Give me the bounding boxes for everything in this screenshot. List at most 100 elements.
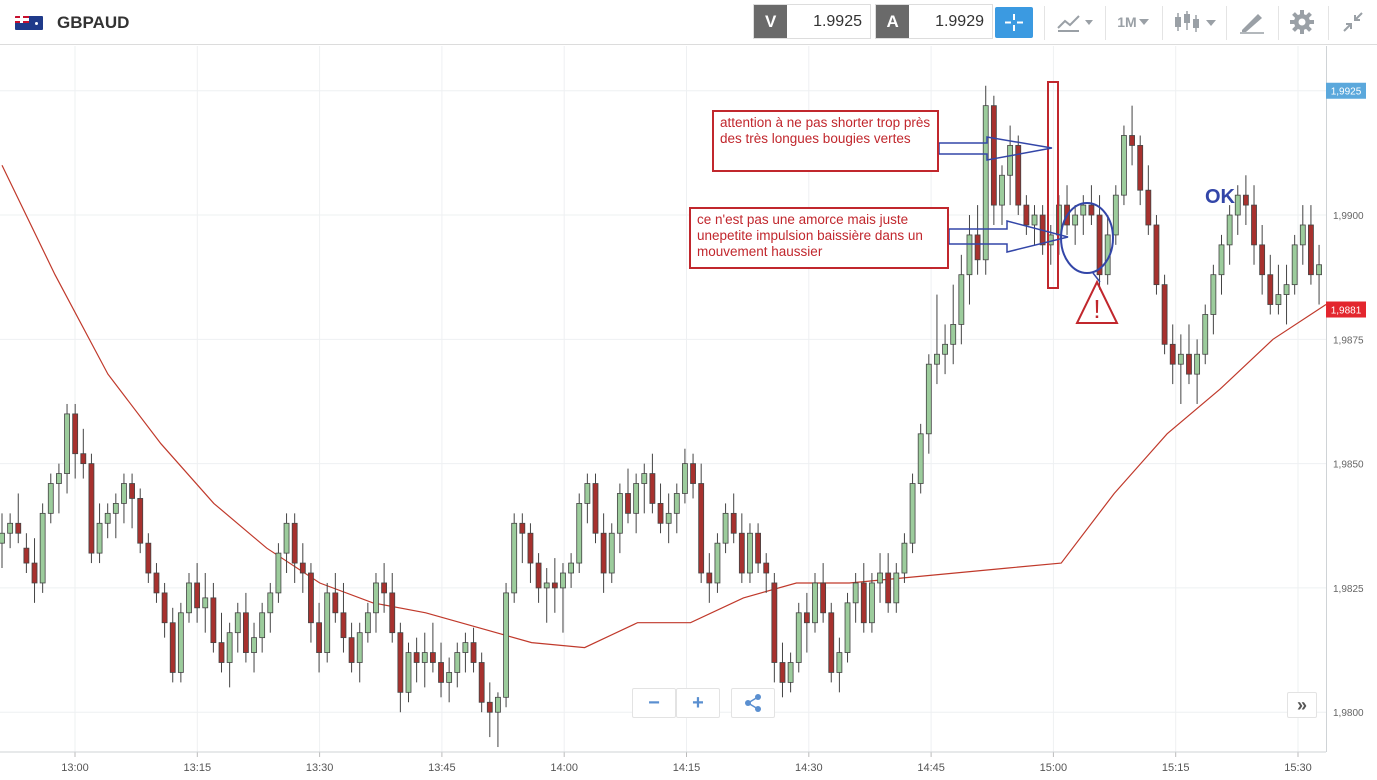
candle-up bbox=[1226, 214, 1233, 246]
chevron-down-icon bbox=[1138, 19, 1149, 25]
candle-down bbox=[348, 637, 355, 663]
candle-up bbox=[795, 612, 802, 663]
moving-average-layer bbox=[1, 165, 1327, 649]
gear-icon bbox=[1290, 10, 1314, 34]
candle-up bbox=[982, 105, 989, 261]
candle-up bbox=[869, 582, 875, 624]
candle-up bbox=[543, 582, 550, 589]
candle-down bbox=[1169, 343, 1176, 365]
candle-down bbox=[771, 582, 778, 663]
toolbar-separator bbox=[1328, 6, 1329, 40]
candle-up bbox=[1072, 214, 1079, 226]
candle-down bbox=[470, 642, 477, 663]
candle-down bbox=[80, 453, 87, 465]
candle-up bbox=[836, 652, 843, 673]
candle-up bbox=[999, 174, 1005, 206]
candle-down bbox=[649, 473, 656, 504]
candle-up bbox=[1194, 353, 1201, 375]
draw-tools-button[interactable] bbox=[1234, 8, 1270, 36]
scroll-to-end-button[interactable]: » bbox=[1287, 692, 1317, 718]
candle-down bbox=[332, 592, 339, 614]
candle-down bbox=[129, 483, 135, 499]
candle-down bbox=[242, 612, 249, 653]
current-price-label bbox=[1326, 301, 1366, 318]
candle-down bbox=[161, 592, 168, 624]
candle-down bbox=[1161, 284, 1168, 345]
y-tick-label: 1,9800 bbox=[1333, 708, 1364, 719]
candle-up bbox=[950, 324, 957, 345]
candle-up bbox=[373, 582, 379, 614]
candle-up bbox=[608, 532, 615, 574]
settings-button[interactable] bbox=[1284, 8, 1320, 36]
x-tick-label: 15:15 bbox=[1162, 762, 1190, 774]
candle-down bbox=[519, 522, 526, 534]
x-tick-label: 15:30 bbox=[1284, 762, 1312, 774]
instrument-symbol[interactable]: GBPAUD bbox=[57, 13, 130, 32]
candles-button[interactable] bbox=[1170, 8, 1220, 36]
share-button[interactable] bbox=[731, 688, 775, 718]
minus-icon: − bbox=[648, 691, 660, 714]
circle-pointer bbox=[1092, 272, 1101, 283]
candle-down bbox=[828, 612, 835, 673]
y-tick-label: 1,9850 bbox=[1333, 460, 1364, 471]
highlight-rectangle bbox=[1047, 81, 1059, 289]
candle-up bbox=[616, 493, 623, 534]
price-chart[interactable]: 1,9800 1,9825 1,9850 1,9875 1,9900 1,9925 13:0… bbox=[0, 46, 1377, 780]
sell-quote[interactable]: V 1.9925 bbox=[753, 4, 871, 39]
x-tick-label: 14:15 bbox=[673, 762, 701, 774]
candle-up bbox=[747, 532, 753, 574]
buy-quote[interactable]: A 1.9929 bbox=[875, 4, 993, 39]
x-tick-label: 14:45 bbox=[917, 762, 945, 774]
candle-up bbox=[893, 572, 900, 604]
candle-down bbox=[1015, 145, 1022, 206]
candle-up bbox=[454, 652, 461, 673]
x-tick-label: 14:30 bbox=[795, 762, 823, 774]
candle-down bbox=[1096, 214, 1103, 276]
sell-price: 1.9925 bbox=[813, 12, 862, 30]
candle-down bbox=[690, 463, 696, 484]
candle-down bbox=[730, 512, 737, 534]
annotation-shapes: ! bbox=[938, 81, 1119, 324]
collapse-button[interactable] bbox=[1336, 8, 1370, 36]
toolbar-separator bbox=[1162, 6, 1163, 40]
candle-up bbox=[259, 612, 266, 639]
warning-triangle-icon bbox=[1075, 279, 1119, 324]
candle-up bbox=[112, 503, 119, 514]
toolbar-separator bbox=[1044, 6, 1045, 40]
candle-up bbox=[665, 512, 672, 524]
candle-down bbox=[340, 612, 347, 639]
candle-up bbox=[104, 512, 111, 524]
candle-down bbox=[1137, 145, 1144, 191]
toolbar-separator bbox=[1278, 6, 1279, 40]
candle-down bbox=[1145, 189, 1152, 226]
candle-up bbox=[1299, 224, 1306, 246]
candle-down bbox=[860, 582, 867, 624]
candle-down bbox=[600, 532, 607, 574]
x-tick-label: 13:15 bbox=[184, 762, 212, 774]
y-tick-label: 1,9900 bbox=[1333, 211, 1364, 222]
timeframe-button[interactable]: 1M bbox=[1111, 8, 1157, 36]
candle-up bbox=[909, 483, 916, 544]
zoom-out-button[interactable]: − bbox=[632, 688, 676, 718]
candle-up bbox=[405, 652, 412, 693]
candle-up bbox=[1283, 284, 1290, 295]
double-chevron-right-icon: » bbox=[1296, 694, 1307, 715]
chart-type-button[interactable] bbox=[1052, 8, 1098, 36]
candles-icon bbox=[1175, 11, 1216, 32]
crosshair-button[interactable] bbox=[995, 7, 1033, 38]
candle-up bbox=[958, 274, 965, 325]
candle-down bbox=[738, 532, 745, 574]
candle-down bbox=[72, 413, 79, 455]
toolbar-separator bbox=[1226, 6, 1227, 40]
toolbar-separator bbox=[1105, 6, 1106, 40]
candle-up bbox=[844, 602, 851, 653]
candle-up bbox=[202, 597, 209, 609]
zoom-in-button[interactable]: + bbox=[676, 688, 720, 718]
candle-up bbox=[877, 572, 883, 584]
candle-down bbox=[389, 592, 396, 634]
buy-label: A bbox=[876, 5, 910, 38]
candle-up bbox=[1316, 264, 1322, 276]
candle-down bbox=[1308, 224, 1314, 276]
candle-up bbox=[560, 572, 566, 589]
candle-up bbox=[56, 473, 62, 484]
